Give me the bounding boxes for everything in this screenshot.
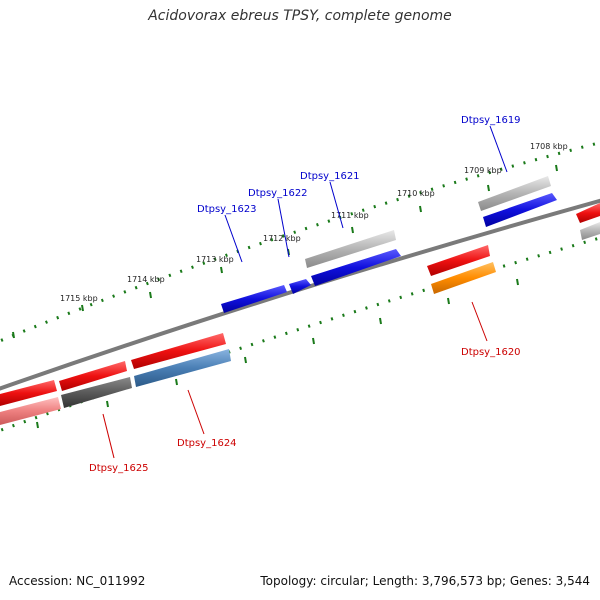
kbp-label: 1714 kbp bbox=[127, 275, 165, 284]
genome-backbone bbox=[0, 198, 600, 391]
gene-arrow-dtpsy-1624[interactable] bbox=[134, 349, 231, 387]
gene-label-dtpsy-1625[interactable]: Dtpsy_1625 bbox=[89, 463, 149, 474]
label-connectors bbox=[102, 125, 508, 459]
gene-label-dtpsy-1620[interactable]: Dtpsy_1620 bbox=[461, 347, 521, 358]
gene-arrow-gray-a[interactable] bbox=[305, 230, 396, 268]
kbp-label: 1711 kbp bbox=[331, 211, 369, 220]
kbp-label: 1709 kbp bbox=[464, 166, 502, 175]
gene-arrow-dark[interactable] bbox=[61, 377, 132, 408]
gene-arrow-red-d[interactable] bbox=[59, 361, 127, 391]
inner-tick-ring bbox=[0, 236, 600, 433]
gene-arrow-dtpsy-1621[interactable] bbox=[311, 249, 401, 286]
gene-arrow-dtpsy-1623[interactable] bbox=[221, 285, 287, 313]
accession-text: Accession: NC_011992 bbox=[9, 574, 146, 588]
gene-arrow-dtpsy-1622[interactable] bbox=[289, 279, 311, 294]
gene-arrow-red-edge[interactable] bbox=[576, 203, 600, 223]
kbp-label: 1715 kbp bbox=[60, 294, 98, 303]
gene-label-dtpsy-1619[interactable]: Dtpsy_1619 bbox=[461, 115, 521, 126]
gene-arrow-red-c[interactable] bbox=[131, 333, 226, 369]
gene-label-dtpsy-1621[interactable]: Dtpsy_1621 bbox=[300, 171, 360, 182]
kbp-label: 1713 kbp bbox=[196, 255, 234, 264]
genome-summary-text: Topology: circular; Length: 3,796,573 bp… bbox=[260, 574, 590, 588]
gene-arrow-red-e[interactable] bbox=[0, 380, 57, 406]
gene-label-dtpsy-1624[interactable]: Dtpsy_1624 bbox=[177, 438, 237, 449]
gene-arrow-dtpsy-1625[interactable] bbox=[0, 397, 61, 425]
gene-arrow-red-b[interactable] bbox=[427, 245, 490, 276]
gene-arrow-gray-edge[interactable] bbox=[580, 222, 600, 240]
gene-label-dtpsy-1622[interactable]: Dtpsy_1622 bbox=[248, 188, 308, 199]
gene-arrow-dtpsy-1619[interactable] bbox=[483, 193, 557, 227]
kbp-label: 1710 kbp bbox=[397, 189, 435, 198]
gene-arrow-dtpsy-1620[interactable] bbox=[431, 262, 496, 294]
gene-label-dtpsy-1623[interactable]: Dtpsy_1623 bbox=[197, 204, 257, 215]
inner-major-ticks bbox=[36, 278, 519, 429]
kbp-label: 1708 kbp bbox=[530, 142, 568, 151]
page-title: Acidovorax ebreus TPSY, complete genome bbox=[148, 8, 452, 24]
kbp-label: 1712 kbp bbox=[263, 234, 301, 243]
outer-major-ticks bbox=[12, 164, 558, 339]
gene-arrow-dtpsy-1619-gray[interactable] bbox=[478, 176, 551, 211]
